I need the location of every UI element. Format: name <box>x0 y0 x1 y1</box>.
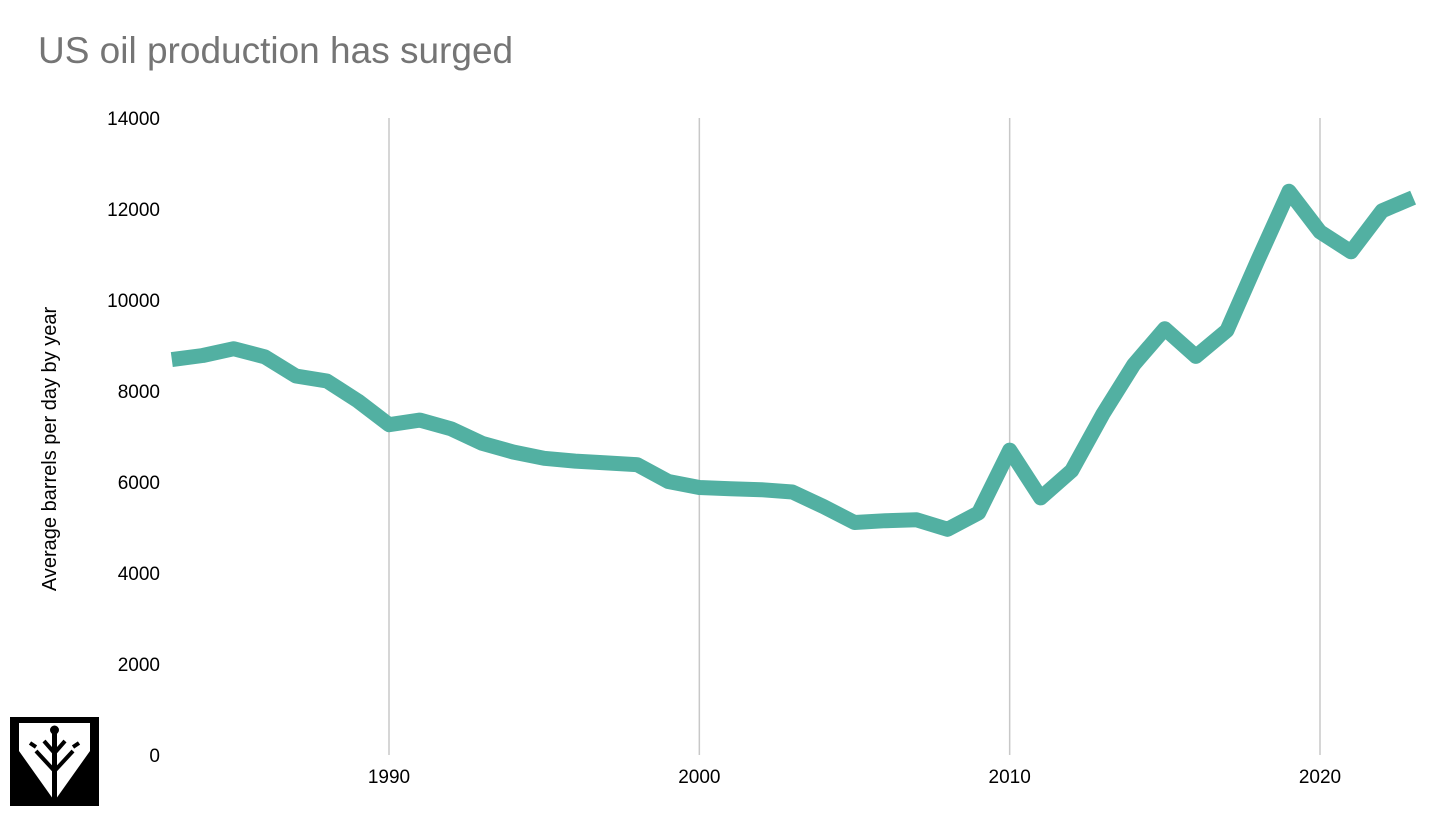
chart-title: US oil production has surged <box>38 30 514 71</box>
y-tick-label: 14000 <box>107 109 160 130</box>
gridlines <box>388 118 1321 755</box>
x-tick-label: 1990 <box>368 767 410 788</box>
y-tick-label: 4000 <box>118 564 160 585</box>
x-tick-label: 2010 <box>989 767 1031 788</box>
x-tick-label: 2020 <box>1299 767 1341 788</box>
y-tick-label: 10000 <box>107 291 160 312</box>
x-axis-tick-labels: 1990 2000 2010 2020 <box>368 767 1341 788</box>
y-tick-label: 8000 <box>118 382 160 403</box>
y-tick-label: 12000 <box>107 200 160 221</box>
y-tick-label: 2000 <box>118 655 160 676</box>
y-tick-label: 6000 <box>118 473 160 494</box>
y-axis-tick-labels: 0 2000 4000 6000 8000 10000 12000 14000 <box>107 109 160 767</box>
y-tick-label: 0 <box>149 746 160 767</box>
x-tick-label: 2000 <box>678 767 720 788</box>
series-layer <box>170 183 1417 537</box>
series-line <box>170 183 1417 537</box>
logo-icon <box>10 717 99 806</box>
y-axis-title: Average barrels per day by year <box>39 307 61 592</box>
